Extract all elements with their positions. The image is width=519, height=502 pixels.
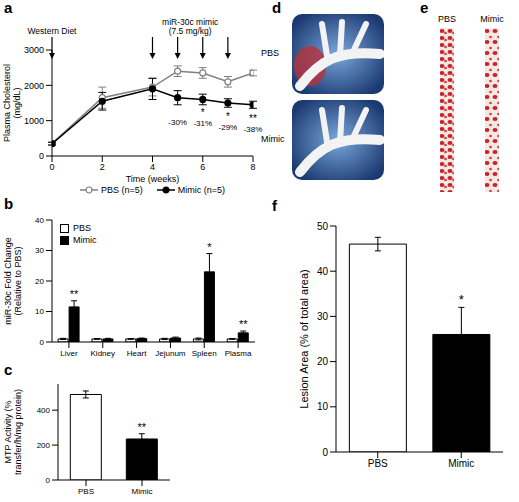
svg-text:40: 40 [35, 216, 44, 225]
html-text:PBS: PBS [261, 48, 279, 58]
svg-text:2: 2 [100, 162, 105, 172]
svg-text:(7.5 mg/kg): (7.5 mg/kg) [169, 26, 212, 36]
svg-text:-31%: -31% [193, 119, 212, 128]
html-text:PBS: PBS [438, 14, 456, 24]
svg-text:10: 10 [317, 401, 329, 412]
svg-text:1000: 1000 [24, 116, 44, 126]
svg-text:-30%: -30% [168, 118, 187, 127]
svg-text:Liver: Liver [60, 349, 78, 358]
svg-text:-29%: -29% [219, 123, 238, 132]
svg-text:*: * [226, 111, 230, 122]
svg-text:*: * [207, 241, 212, 253]
html-text:Lesion Area (% of total area): Lesion Area (% of total area) [298, 269, 310, 409]
svg-text:miR-30c mimic: miR-30c mimic [162, 17, 219, 27]
svg-text:3000: 3000 [24, 45, 44, 55]
svg-text:**: ** [138, 421, 147, 433]
svg-text:20: 20 [317, 356, 329, 367]
svg-text:*: * [459, 292, 464, 307]
svg-text:Plasma: Plasma [225, 349, 252, 358]
svg-text:Mimic: Mimic [448, 458, 474, 469]
svg-text:Time (weeks): Time (weeks) [126, 174, 180, 184]
svg-text:PBS: PBS [78, 487, 94, 496]
html-text:PBS: PBS [73, 223, 91, 233]
svg-text:20: 20 [35, 277, 44, 286]
svg-text:0: 0 [40, 338, 45, 347]
svg-text:Spleen: Spleen [192, 349, 217, 358]
svg-text:Heart: Heart [127, 349, 147, 358]
svg-text:4: 4 [150, 162, 155, 172]
svg-text:40: 40 [317, 266, 329, 277]
svg-text:0: 0 [322, 447, 328, 458]
html-text:e: e [420, 0, 429, 16]
svg-text:0: 0 [39, 151, 44, 161]
html-text:Mimic (n=5): Mimic (n=5) [177, 185, 225, 195]
html-text:MTP Activity (% transfer/h/mg: MTP Activity (% transfer/h/mg protein) [3, 389, 23, 475]
html-text:PBS (n=5): PBS (n=5) [101, 185, 143, 195]
svg-text:Western Diet: Western Diet [28, 26, 78, 36]
svg-text:400: 400 [37, 406, 51, 415]
svg-text:30: 30 [35, 246, 44, 255]
html-text:Mimic: Mimic [480, 14, 504, 24]
html-text:Plasma Cholesterol (mg/dL): Plasma Cholesterol (mg/dL) [2, 64, 22, 142]
svg-text:**: ** [249, 113, 257, 124]
html-text:Mimic: Mimic [261, 134, 285, 144]
html-text:a: a [4, 0, 13, 16]
svg-text:50: 50 [317, 221, 329, 232]
svg-text:2000: 2000 [24, 81, 44, 91]
html-text:d: d [272, 0, 282, 16]
svg-text:10: 10 [35, 307, 44, 316]
svg-text:0: 0 [49, 162, 54, 172]
svg-text:Jejunum: Jejunum [155, 349, 186, 358]
html-text:miR-30c Fold Change (Relative: miR-30c Fold Change (Relative to PBS) [3, 237, 23, 325]
svg-text:**: ** [70, 288, 79, 300]
svg-text:**: ** [239, 318, 248, 330]
html-text:Mimic: Mimic [73, 235, 97, 245]
svg-text:PBS: PBS [368, 458, 388, 469]
svg-text:200: 200 [37, 441, 51, 450]
svg-text:0: 0 [46, 476, 51, 485]
svg-text:30: 30 [317, 311, 329, 322]
svg-text:6: 6 [200, 162, 205, 172]
svg-text:Mimic: Mimic [132, 487, 153, 496]
html-text:b: b [4, 195, 14, 212]
svg-text:Kidney: Kidney [91, 349, 115, 358]
svg-text:*: * [201, 107, 205, 118]
html-text:c: c [4, 361, 13, 378]
html-text:f: f [272, 197, 277, 214]
svg-text:8: 8 [250, 162, 255, 172]
svg-text:-38%: -38% [244, 125, 263, 134]
